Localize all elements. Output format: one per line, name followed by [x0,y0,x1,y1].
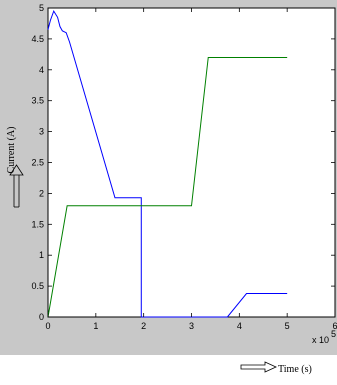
x-exponent-power: 5 [331,329,336,339]
y-tick-label: 0.5 [31,281,44,291]
x-tick-label: 5 [285,321,290,331]
x-axis-arrow-icon [240,361,277,373]
series-layer [47,9,288,318]
x-axis-label: Time (s) [278,364,312,375]
series-line-1 [47,9,288,318]
x-tick-label: 6 [332,321,337,331]
y-tick-label: 3.5 [31,96,44,106]
x-tick-label: 1 [93,321,98,331]
series-line-2 [47,56,288,318]
y-tick-label: 5 [39,3,44,13]
x-exponent-label: x 10 [312,335,329,345]
tick-layer: 0 1 2 3 4 5 6 0 0.5 1 1.5 2 2.5 3 3.5 4 4.5 5 [31,3,337,331]
y-tick-label: 4.5 [31,34,44,44]
x-tick-label: 4 [237,321,242,331]
y-axis-arrow-icon [9,164,24,208]
plot-area [47,7,336,318]
y-axis-label: Current (A) [6,127,17,174]
y-tick-label: 1 [39,250,44,260]
y-tick-label: 3 [39,127,44,137]
x-tick-label: 3 [189,321,194,331]
x-tick-label: 0 [45,321,50,331]
y-tick-label: 2.5 [31,158,44,168]
y-tick-label: 1.5 [31,219,44,229]
x-tick-label: 2 [141,321,146,331]
y-tick-label: 4 [39,65,44,75]
y-tick-label: 2 [39,188,44,198]
y-tick-label: 0 [39,312,44,322]
